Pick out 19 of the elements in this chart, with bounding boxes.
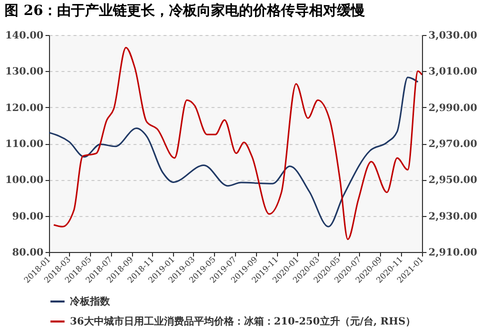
chart-title: 图 26：由于产业链更长，冷板向家电的价格传导相对缓慢	[4, 2, 366, 19]
y-tick-label: 80.00	[12, 248, 44, 258]
y2-tick-label: 3,030.00	[428, 30, 478, 42]
y2-tick-label: 2,990.00	[428, 102, 478, 114]
y-tick-label: 140.00	[5, 30, 44, 42]
legend-label: 36大中城市日用工业消费品平均价格：冰箱：210-250立升（元/台, RHS）	[70, 316, 416, 328]
y2-tick-label: 3,010.00	[428, 66, 478, 78]
y2-tick-label: 2,910.00	[428, 248, 478, 258]
y-tick-label: 90.00	[12, 211, 44, 222]
y2-tick-label: 2,950.00	[428, 175, 478, 186]
line-series	[53, 46, 422, 240]
y2-tick-label: 2,930.00	[428, 211, 478, 222]
y-tick-label: 110.00	[5, 139, 44, 150]
y-tick-label: 130.00	[5, 66, 44, 78]
line-series	[49, 76, 419, 228]
y-tick-label: 100.00	[5, 175, 44, 186]
legend-label: 冷板指数	[70, 296, 111, 308]
y2-tick-label: 2,970.00	[428, 139, 478, 150]
y-tick-label: 120.00	[5, 102, 44, 114]
